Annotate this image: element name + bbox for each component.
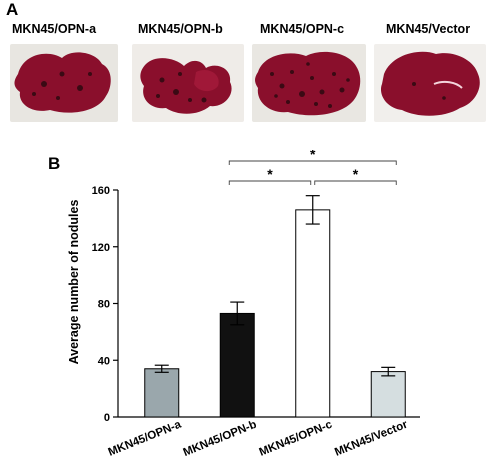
liver-photo-vector: [374, 44, 486, 122]
bar-1: [219, 312, 255, 418]
y-tick-label-3: 120: [92, 242, 110, 254]
significance-star-0: *: [267, 166, 273, 182]
liver-photo-opn-c: [252, 44, 366, 122]
photo-label-vector: MKN45/Vector: [386, 22, 471, 36]
panel-b-letter: B: [48, 154, 61, 173]
photo-label-opn-a: MKN45/OPN-a: [12, 22, 97, 36]
y-tick-label-4: 160: [92, 185, 110, 197]
photo-label-opn-c: MKN45/OPN-c: [260, 22, 345, 36]
bar-3: [370, 371, 406, 418]
liver-photo-opn-a: [10, 44, 118, 122]
y-tick-label-1: 40: [98, 355, 110, 367]
chart-significance: * * *: [228, 150, 397, 185]
x-tick-label-3: MKN45/Vector: [333, 418, 410, 458]
x-tick-label-0: MKN45/OPN-a: [107, 418, 184, 458]
liver-photo-opn-b: [132, 44, 244, 122]
photo-label-opn-b: MKN45/OPN-b: [138, 22, 223, 36]
significance-bracket-0: [228, 180, 312, 185]
significance-star-1: *: [353, 166, 359, 182]
significance-star-2: *: [310, 150, 316, 162]
chart-error-bars: [154, 195, 396, 377]
y-tick-label-2: 80: [98, 299, 110, 311]
significance-bracket-1: [314, 180, 397, 185]
panel-a-letter: A: [6, 0, 19, 19]
chart-axes: 0 40 80 120 160: [92, 185, 420, 424]
bar-0: [144, 368, 180, 418]
x-tick-label-1: MKN45/OPN-b: [182, 419, 259, 459]
y-axis-label: Average number of nodules: [67, 200, 81, 365]
x-tick-label-2: MKN45/OPN-c: [258, 418, 335, 458]
bar-2: [295, 209, 331, 418]
y-tick-label-0: 0: [104, 412, 110, 424]
chart-bars: [144, 209, 406, 418]
significance-bracket-2: [228, 160, 397, 165]
